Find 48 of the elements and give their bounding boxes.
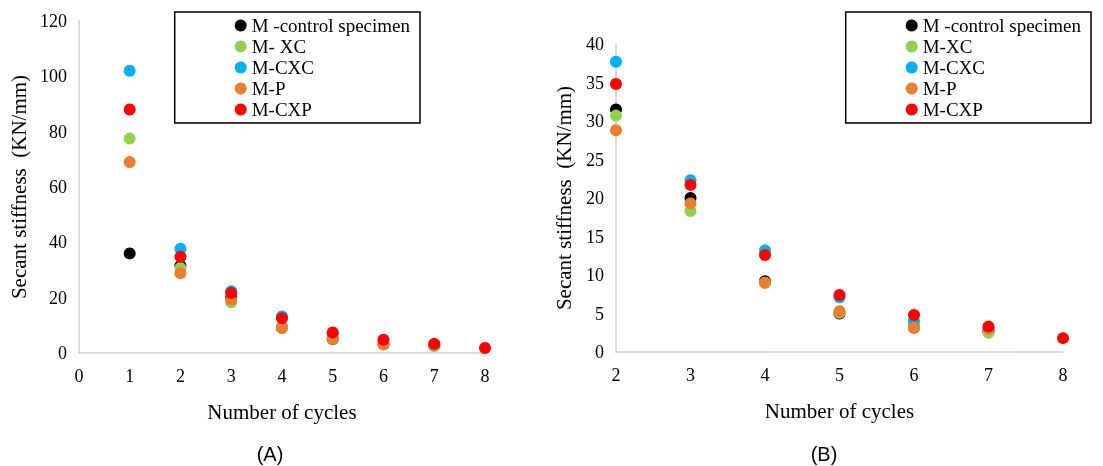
legend-label: M-CXP (251, 99, 312, 120)
text: (B) (810, 443, 838, 465)
y-tick-label: 0 (595, 342, 604, 362)
x-tick-label: 7 (984, 365, 993, 385)
x-tick-label: 5 (328, 366, 338, 386)
legend-label: M -control specimen (922, 15, 1082, 36)
x-tick-label: 7 (429, 366, 439, 386)
y-tick-label: 10 (586, 265, 604, 285)
x-tick-label: 8 (1058, 365, 1068, 385)
x-tick-label: 4 (277, 366, 287, 386)
y-axis-title: Secant stiffness (KN/mm) (6, 74, 31, 300)
y-tick-label: 80 (48, 121, 67, 142)
x-tick-label: 6 (378, 366, 388, 386)
x-axis-title: Number of cycles (207, 399, 357, 424)
y-tick-label: 20 (48, 287, 67, 308)
x-tick-label: 0 (74, 366, 84, 386)
x-tick-label: 3 (686, 365, 695, 385)
x-axis-title: Number of cycles (764, 398, 915, 423)
legend-label: M-P (251, 78, 286, 99)
legend-label: M- XC (251, 36, 307, 57)
x-tick-label: 2 (175, 366, 185, 386)
y-tick-label: 25 (586, 149, 604, 170)
x-tick-label: 2 (611, 365, 621, 385)
x-tick-label: 5 (835, 365, 844, 385)
legend-label: M -control specimen (251, 15, 411, 36)
legend-label: M-CXP (922, 99, 983, 120)
legend-label: M-CXC (922, 57, 986, 78)
y-tick-label: 20 (586, 188, 604, 208)
legend-label: M-CXC (251, 57, 315, 78)
x-tick-label: 4 (760, 365, 770, 385)
y-tick-label: 40 (48, 232, 67, 253)
y-tick-label: 120 (39, 11, 67, 31)
y-tick-label: 15 (586, 226, 604, 247)
legend-label: M-P (922, 78, 957, 99)
x-tick-label: 1 (125, 366, 135, 386)
text: (A) (256, 443, 284, 465)
legend-label: M-XC (922, 36, 973, 57)
y-tick-label: 0 (57, 343, 67, 363)
y-tick-label: 40 (586, 34, 604, 54)
y-tick-label: 30 (586, 111, 604, 131)
y-tick-label: 35 (586, 72, 604, 93)
y-tick-label: 100 (39, 66, 67, 87)
y-tick-label: 5 (595, 303, 604, 324)
y-axis-title: Secant stiffness (KN/mm) (551, 85, 576, 311)
x-tick-label: 6 (909, 365, 919, 385)
x-tick-label: 8 (480, 366, 490, 386)
x-tick-label: 3 (226, 366, 236, 386)
y-tick-label: 60 (48, 177, 67, 197)
